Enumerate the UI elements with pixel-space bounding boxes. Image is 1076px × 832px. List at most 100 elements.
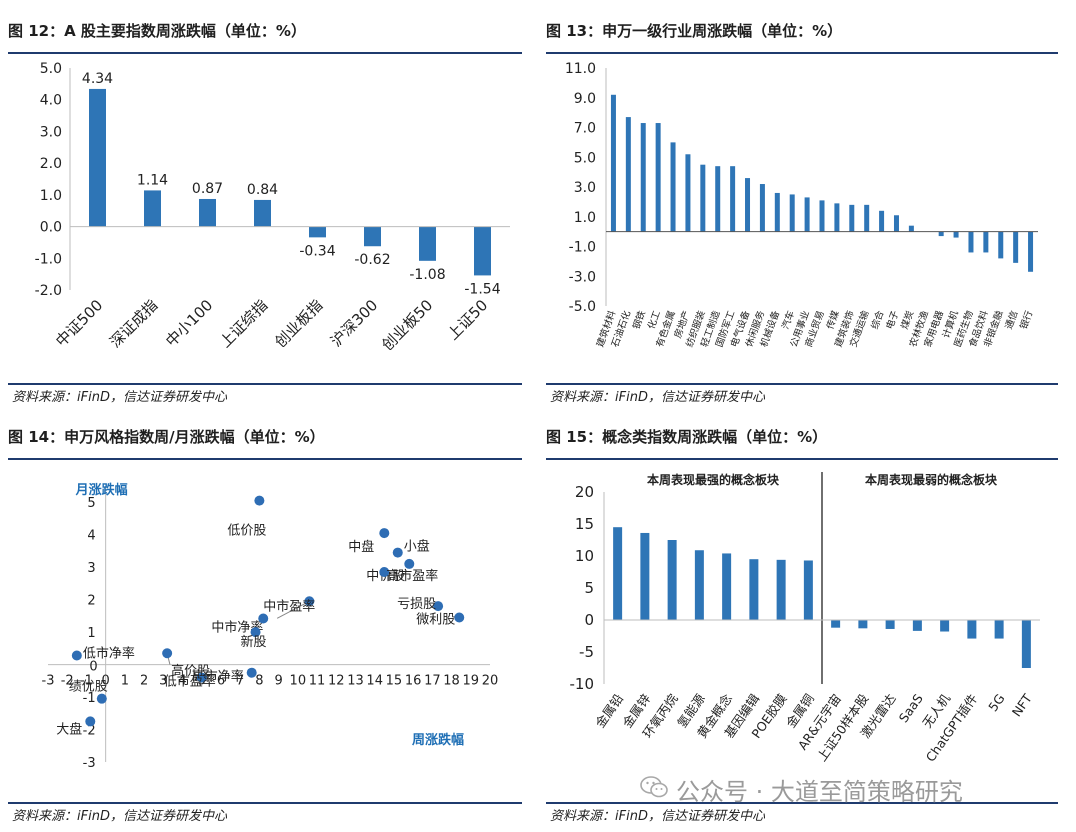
fig13-bar <box>938 231 944 237</box>
fig12-y-tick: 5.0 <box>40 61 62 77</box>
fig14-point-label: 中市净率 <box>211 619 263 635</box>
fig12-value-label: -1.54 <box>464 281 500 297</box>
fig14-x-tick: 10 <box>290 674 307 689</box>
fig15-bar <box>1021 620 1031 668</box>
fig15-y-tick: 20 <box>575 483 594 501</box>
fig13-bottom-rule <box>546 383 1058 385</box>
fig15-source: 资料来源：iFinD，信达证券研发中心 <box>550 809 765 824</box>
fig14-y-tick: -3 <box>83 756 96 771</box>
fig13-bar <box>655 123 661 232</box>
fig15-bar <box>640 532 650 620</box>
fig12-y-tick: 4.0 <box>40 93 62 109</box>
fig15-bar <box>885 620 895 629</box>
fig15-bar <box>749 559 759 620</box>
fig14-point <box>258 613 269 624</box>
fig12-y-tick: -1.0 <box>35 251 62 267</box>
fig15-x-label: 金属铅 <box>592 691 626 730</box>
fig14-point-label: 绩优股 <box>69 680 108 695</box>
fig14-point-label: 新股 <box>241 634 267 650</box>
fig13-bar <box>804 197 810 232</box>
fig15-bar <box>722 553 732 620</box>
fig12-source: 资料来源：iFinD，信达证券研发中心 <box>12 390 227 405</box>
fig13-bar <box>953 231 959 238</box>
fig13-bar <box>998 231 1004 259</box>
fig12-x-label: 中证500 <box>52 296 106 350</box>
fig12-bar <box>419 226 436 261</box>
fig12-value-label: 4.34 <box>82 71 113 87</box>
fig12-bar <box>309 226 326 238</box>
fig12-y-tick: 2.0 <box>40 156 62 172</box>
fig15-x-label: 5G <box>985 691 1007 714</box>
fig13-bar <box>625 117 631 232</box>
fig14-x-tick: 15 <box>386 674 403 689</box>
fig14-source: 资料来源：iFinD，信达证券研发中心 <box>12 809 227 824</box>
fig15-bar <box>613 527 623 620</box>
fig12-chart: 5.0 4.0 3.0 2.0 1.0 0.0 -1.0 -2.0 4.34 中证500 1.14 深… <box>35 61 510 354</box>
fig12-x-label: 中小100 <box>162 296 216 350</box>
fig13-bar <box>1028 231 1034 272</box>
fig12-x-label: 上证综指 <box>216 296 271 351</box>
fig15-bar <box>994 620 1004 639</box>
fig15-y-tick: 5 <box>584 579 594 597</box>
fig14-x-tick: 2 <box>140 674 148 689</box>
fig13-y-tick: 5.0 <box>574 150 596 166</box>
fig13-bar <box>834 203 840 232</box>
fig14-point <box>250 627 261 638</box>
fig12-y-tick: 1.0 <box>40 188 62 204</box>
fig14-point-label: 小盘 <box>404 539 430 555</box>
fig14-point-label: 高价股 <box>171 663 210 679</box>
fig13-y-tick: 9.0 <box>574 91 596 107</box>
fig12-bar <box>89 88 106 227</box>
fig14-point <box>85 716 96 727</box>
panel-fig15: 图 15：概念类指数周涨跌幅（单位：%） 20 15 10 5 0 -5 -10 本周表现最强… <box>546 426 1062 826</box>
fig14-x-tick: 4 <box>178 674 186 689</box>
fig12-x-label: 创业板指 <box>271 296 326 351</box>
fig14-y-title: 月涨跌幅 <box>75 482 128 498</box>
fig14-point-label: 微利股 <box>416 613 455 628</box>
fig14-chart: -3-2-10123456789101112131415161718192054… <box>42 482 499 771</box>
fig14-point <box>96 693 107 704</box>
fig14-x-tick: -2 <box>61 674 74 689</box>
fig14-x-tick: 11 <box>309 674 326 689</box>
fig13-y-tick: -1.0 <box>569 240 596 256</box>
fig14-x-tick: 7 <box>236 674 244 689</box>
wechat-icon <box>640 776 668 798</box>
fig12-bar <box>199 198 216 227</box>
fig14-y-tick: 4 <box>87 529 95 544</box>
panel-fig12: 图 12：A 股主要指数周涨跌幅（单位：%） 5.0 4.0 3.0 2.0 1.0 0.… <box>8 20 526 410</box>
fig12-value-label: -1.08 <box>409 267 445 283</box>
fig15-bar <box>776 559 786 620</box>
fig13-bar <box>759 184 765 232</box>
fig12-value-label: -0.62 <box>354 252 390 268</box>
fig14-point <box>196 672 207 683</box>
fig15-y-tick: -10 <box>570 675 595 693</box>
fig13-bar <box>640 123 646 232</box>
fig15-top-rule <box>546 458 1058 460</box>
fig14-point <box>379 567 390 578</box>
fig15-bar <box>858 620 868 629</box>
fig12-x-label: 沪深300 <box>327 296 381 350</box>
fig13-bar <box>774 192 780 232</box>
fig13-x-label: 银行 <box>1018 308 1036 330</box>
fig15-group-label: 本周表现最强的概念板块 <box>647 472 780 487</box>
fig12-y-tick: -2.0 <box>35 283 62 299</box>
fig13-bar <box>730 166 736 232</box>
fig14-point <box>304 596 315 607</box>
fig13-bar <box>700 164 706 232</box>
fig14-bottom-rule <box>8 802 522 804</box>
fig12-x-label: 深证成指 <box>106 296 161 351</box>
fig14-point <box>392 547 403 558</box>
fig12-y-tick: 3.0 <box>40 124 62 140</box>
fig14-point-label: 高市盈率 <box>386 568 438 584</box>
fig14-x-tick: -3 <box>42 674 55 689</box>
fig15-bar <box>667 540 677 620</box>
fig15-bar <box>831 620 841 628</box>
fig14-point <box>454 612 465 623</box>
fig15-group-label: 本周表现最弱的概念板块 <box>865 472 998 487</box>
fig14-x-tick: 14 <box>366 674 383 689</box>
fig12-bar <box>364 226 381 247</box>
fig13-chart: 11.09.07.05.03.01.0-1.0-3.0-5.0建筑材料石油石化钢… <box>565 61 1038 349</box>
fig14-y-tick: 5 <box>87 496 95 511</box>
fig14-point-label: 大盘 <box>56 721 82 737</box>
fig14-x-tick: 16 <box>405 674 422 689</box>
